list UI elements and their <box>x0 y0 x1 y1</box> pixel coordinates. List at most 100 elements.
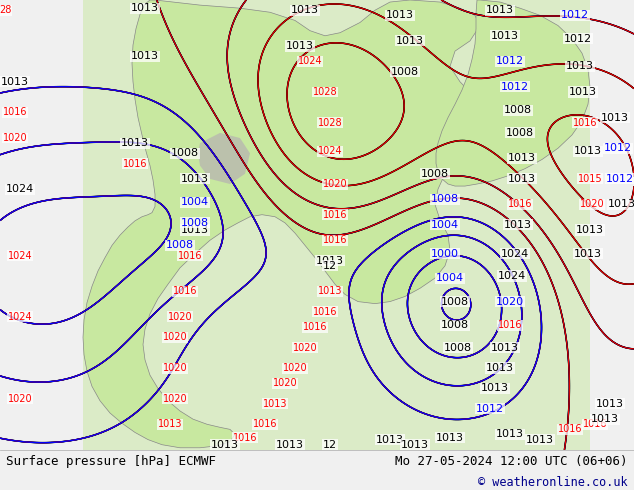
Text: 1008: 1008 <box>441 296 469 307</box>
Text: 1016: 1016 <box>3 107 27 118</box>
Text: 1013: 1013 <box>376 435 404 444</box>
Text: 1013: 1013 <box>396 36 424 46</box>
Text: 1020: 1020 <box>8 393 32 404</box>
Text: 1008: 1008 <box>421 169 449 179</box>
Text: 1013: 1013 <box>491 31 519 41</box>
Text: 1013: 1013 <box>291 5 319 15</box>
Text: 1020: 1020 <box>3 133 27 143</box>
Text: 1024: 1024 <box>318 147 342 156</box>
Text: 1012: 1012 <box>561 10 589 20</box>
Text: 1013: 1013 <box>526 435 554 444</box>
Text: 1013: 1013 <box>608 199 634 209</box>
Polygon shape <box>83 0 590 450</box>
Text: 1016: 1016 <box>508 199 533 209</box>
Text: 1013: 1013 <box>211 440 239 450</box>
Text: 1020: 1020 <box>496 296 524 307</box>
Text: 12: 12 <box>323 440 337 450</box>
Text: 1008: 1008 <box>506 128 534 138</box>
Text: 1008: 1008 <box>171 148 199 158</box>
Text: 1000: 1000 <box>431 248 459 259</box>
Text: 1016: 1016 <box>313 307 337 317</box>
Text: 1016: 1016 <box>558 424 582 434</box>
Text: 1013: 1013 <box>386 10 414 20</box>
Text: 1028: 1028 <box>318 118 342 128</box>
Text: 1016: 1016 <box>178 250 202 261</box>
Text: 1013: 1013 <box>181 174 209 184</box>
Text: 1008: 1008 <box>391 67 419 76</box>
Text: 1013: 1013 <box>276 440 304 450</box>
Text: 1013: 1013 <box>121 138 149 148</box>
Text: 1024: 1024 <box>498 271 526 281</box>
Text: 1020: 1020 <box>163 363 187 373</box>
Text: 1004: 1004 <box>181 197 209 207</box>
Polygon shape <box>198 133 250 184</box>
Text: 1013: 1013 <box>486 363 514 373</box>
Text: 1020: 1020 <box>273 378 297 389</box>
Text: 1013: 1013 <box>576 225 604 235</box>
Text: 1016: 1016 <box>253 419 277 429</box>
Text: 1020: 1020 <box>167 312 192 322</box>
Text: 1016: 1016 <box>233 433 257 442</box>
Text: 28: 28 <box>0 5 11 15</box>
Text: 1012: 1012 <box>496 56 524 66</box>
Text: 1016: 1016 <box>323 235 347 245</box>
Text: 1024: 1024 <box>501 248 529 259</box>
Text: 1020: 1020 <box>163 332 187 343</box>
Text: 1013: 1013 <box>504 220 532 230</box>
Text: 1013: 1013 <box>496 430 524 440</box>
Text: 1016: 1016 <box>172 286 197 296</box>
Text: 1013: 1013 <box>181 225 209 235</box>
Text: 1004: 1004 <box>431 220 459 230</box>
Text: 1013: 1013 <box>574 147 602 156</box>
Text: 1013: 1013 <box>569 87 597 97</box>
Text: 1024: 1024 <box>8 250 32 261</box>
Text: 1013: 1013 <box>508 174 536 184</box>
Text: 1013: 1013 <box>316 256 344 266</box>
Text: 1013: 1013 <box>436 433 464 442</box>
Text: 1016: 1016 <box>323 210 347 220</box>
Text: 1016: 1016 <box>123 159 147 169</box>
Text: 1012: 1012 <box>476 404 504 414</box>
Text: 1012: 1012 <box>606 174 634 184</box>
Text: 1016: 1016 <box>498 320 522 330</box>
Text: 1016: 1016 <box>303 322 327 332</box>
Text: 1013: 1013 <box>566 61 594 72</box>
Text: 1013: 1013 <box>574 248 602 259</box>
Text: 1015: 1015 <box>578 174 602 184</box>
Text: 1013: 1013 <box>158 419 182 429</box>
Polygon shape <box>83 0 488 448</box>
Text: 1016: 1016 <box>573 118 597 128</box>
Text: 1020: 1020 <box>579 199 604 209</box>
Text: 1013: 1013 <box>1 77 29 87</box>
Text: 1020: 1020 <box>293 343 317 353</box>
Text: © weatheronline.co.uk: © weatheronline.co.uk <box>478 476 628 490</box>
Text: Surface pressure [hPa] ECMWF: Surface pressure [hPa] ECMWF <box>6 455 216 467</box>
Text: 1013: 1013 <box>508 153 536 164</box>
Text: 1013: 1013 <box>318 286 342 296</box>
Text: 1013: 1013 <box>486 5 514 15</box>
Text: 1012: 1012 <box>564 34 592 44</box>
Text: 1024: 1024 <box>8 312 32 322</box>
Text: 1013: 1013 <box>401 440 429 450</box>
Text: 1013: 1013 <box>286 41 314 51</box>
Text: 1012: 1012 <box>604 143 632 153</box>
Text: 1013: 1013 <box>131 3 159 13</box>
Text: 1024: 1024 <box>298 56 322 66</box>
Text: 1020: 1020 <box>283 363 307 373</box>
Text: 1008: 1008 <box>444 343 472 353</box>
Text: 12: 12 <box>323 261 337 271</box>
Text: 1013: 1013 <box>591 414 619 424</box>
Text: Mo 27-05-2024 12:00 UTC (06+06): Mo 27-05-2024 12:00 UTC (06+06) <box>395 455 628 467</box>
Text: 1013: 1013 <box>491 343 519 353</box>
Text: 1008: 1008 <box>181 218 209 228</box>
Text: 1008: 1008 <box>431 195 459 204</box>
Text: 1013: 1013 <box>601 113 629 122</box>
Text: 1016: 1016 <box>583 419 607 429</box>
Text: 1012: 1012 <box>501 82 529 92</box>
Text: 1013: 1013 <box>596 399 624 409</box>
Text: 1028: 1028 <box>313 87 337 97</box>
Text: 1020: 1020 <box>323 179 347 189</box>
Text: 1004: 1004 <box>436 273 464 283</box>
Text: 1013: 1013 <box>481 384 509 393</box>
Text: 1020: 1020 <box>163 393 187 404</box>
